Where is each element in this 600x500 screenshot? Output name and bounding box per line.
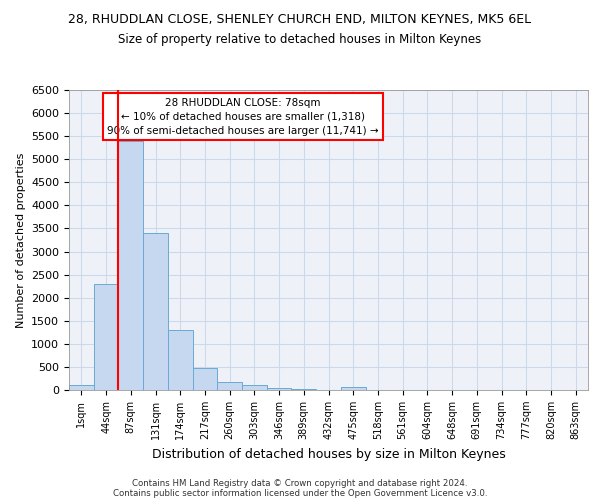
Text: 28 RHUDDLAN CLOSE: 78sqm
← 10% of detached houses are smaller (1,318)
90% of sem: 28 RHUDDLAN CLOSE: 78sqm ← 10% of detach…: [107, 98, 379, 136]
Y-axis label: Number of detached properties: Number of detached properties: [16, 152, 26, 328]
Text: Contains HM Land Registry data © Crown copyright and database right 2024.: Contains HM Land Registry data © Crown c…: [132, 478, 468, 488]
Bar: [341, 386, 365, 390]
Bar: [217, 382, 242, 390]
Bar: [168, 330, 193, 390]
Bar: [69, 386, 94, 390]
Bar: [267, 388, 292, 390]
Bar: [242, 386, 267, 390]
X-axis label: Distribution of detached houses by size in Milton Keynes: Distribution of detached houses by size …: [152, 448, 505, 460]
Bar: [118, 141, 143, 390]
Text: Size of property relative to detached houses in Milton Keynes: Size of property relative to detached ho…: [118, 32, 482, 46]
Text: Contains public sector information licensed under the Open Government Licence v3: Contains public sector information licen…: [113, 488, 487, 498]
Bar: [193, 368, 217, 390]
Bar: [94, 284, 118, 390]
Text: 28, RHUDDLAN CLOSE, SHENLEY CHURCH END, MILTON KEYNES, MK5 6EL: 28, RHUDDLAN CLOSE, SHENLEY CHURCH END, …: [68, 12, 532, 26]
Bar: [143, 233, 168, 390]
